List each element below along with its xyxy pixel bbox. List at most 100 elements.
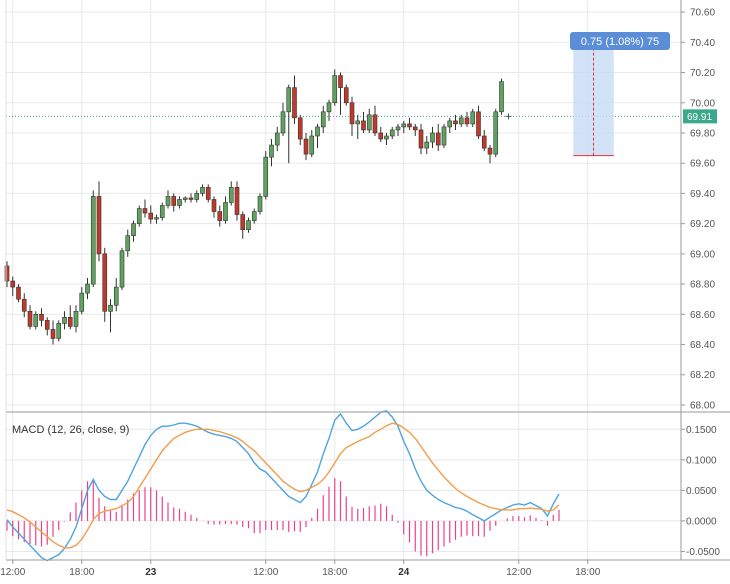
candle — [389, 126, 395, 140]
candle — [102, 247, 108, 322]
candle-body — [395, 126, 401, 131]
macd-line — [6, 410, 560, 562]
candle-body — [136, 208, 142, 224]
candle — [372, 105, 378, 136]
candle-body — [372, 114, 378, 134]
candle — [62, 311, 67, 330]
price-tick-label: 68.40 — [690, 340, 715, 351]
candle-body — [200, 187, 205, 194]
time-tick-label: 23 — [145, 567, 157, 578]
candle-body — [240, 214, 246, 230]
candle — [326, 99, 332, 121]
candle-body — [263, 156, 269, 197]
candle — [407, 117, 412, 130]
candle-body — [274, 132, 280, 146]
candle — [263, 151, 269, 200]
time-tick-label: 18:00 — [69, 567, 94, 578]
candle-body — [223, 202, 228, 221]
candle — [148, 205, 154, 224]
candle-body — [10, 280, 16, 288]
candle-body — [286, 87, 292, 113]
candle-body — [315, 126, 320, 137]
candle — [286, 84, 292, 164]
candle-body — [217, 211, 223, 221]
candle — [401, 120, 407, 133]
candle-body — [21, 298, 27, 312]
candle — [246, 217, 251, 233]
candle-body — [56, 323, 62, 339]
candle — [73, 305, 79, 333]
candle — [309, 129, 315, 158]
candle-body — [297, 117, 303, 140]
candle — [476, 105, 481, 140]
price-axis[interactable]: 70.60 70.40 70.20 70.00 69.80 69.60 69.40 69.20… — [681, 8, 715, 412]
candle — [349, 96, 355, 136]
candle-body — [194, 193, 200, 200]
candle-body — [332, 75, 338, 104]
candle-body — [476, 111, 481, 137]
last-price-badge — [683, 109, 717, 124]
candle-body — [453, 120, 458, 125]
candle — [182, 196, 188, 203]
candle-body — [131, 223, 136, 237]
candle — [50, 320, 56, 345]
candle-body — [154, 217, 159, 220]
candle — [274, 126, 280, 152]
candle-body — [257, 196, 263, 212]
candle-body — [33, 313, 39, 327]
candle-body — [119, 250, 125, 288]
candle — [470, 108, 476, 127]
time-tick-label: 12:00 — [506, 567, 531, 578]
candle-body — [412, 126, 418, 131]
candle-body — [251, 211, 257, 221]
candle-body — [188, 197, 194, 200]
candle-body — [447, 120, 453, 128]
candle-body — [4, 265, 10, 282]
time-tick-label: 24 — [398, 567, 410, 578]
candle — [378, 126, 384, 143]
candle-body — [171, 196, 177, 206]
macd-tick-label: 0.0500 — [686, 486, 717, 497]
macd-axis[interactable]: 0.1500 0.1000 0.0500 0.0000 -0.0500 — [681, 425, 720, 558]
candle-body — [499, 81, 504, 113]
candle-body — [418, 129, 424, 149]
price-tick-label: 69.00 — [690, 249, 715, 260]
candle-body — [401, 123, 407, 128]
candle-body — [389, 129, 395, 137]
candle-body — [493, 111, 499, 155]
candle-body — [378, 132, 384, 140]
candle — [453, 114, 458, 130]
candle-body — [90, 196, 96, 285]
candle-body — [102, 253, 108, 312]
candle — [355, 114, 361, 140]
candle — [27, 305, 33, 330]
macd-tick-label: 0.1000 — [686, 455, 717, 466]
candle — [251, 208, 257, 224]
macd-indicator-title[interactable]: MACD (12, 26, close, 9) — [12, 424, 129, 436]
candle-body — [430, 132, 435, 143]
candle — [441, 123, 447, 149]
candlestick-series — [4, 69, 504, 345]
candle-body — [27, 310, 33, 327]
time-axis[interactable]: 12:00 18:00 23 12:00 18:00 24 12:00 18:00 — [0, 560, 601, 578]
macd-tick-label: 0.1500 — [686, 425, 717, 436]
candle-body — [269, 144, 274, 158]
candle — [21, 293, 27, 318]
candle-body — [73, 310, 79, 327]
candle — [119, 247, 125, 291]
candle — [113, 278, 119, 312]
candle — [200, 184, 205, 197]
candle-body — [280, 111, 286, 134]
measure-tool[interactable]: 0.75 (1.08%) 75 — [505, 32, 671, 157]
candle — [343, 84, 349, 106]
candle — [464, 111, 470, 127]
candle — [96, 181, 102, 262]
candle — [217, 205, 223, 227]
candle-body — [320, 111, 326, 128]
candle-body — [355, 120, 361, 125]
candle — [108, 299, 113, 333]
candle-body — [338, 75, 343, 88]
last-price-badge-text: 69.91 — [687, 112, 712, 123]
